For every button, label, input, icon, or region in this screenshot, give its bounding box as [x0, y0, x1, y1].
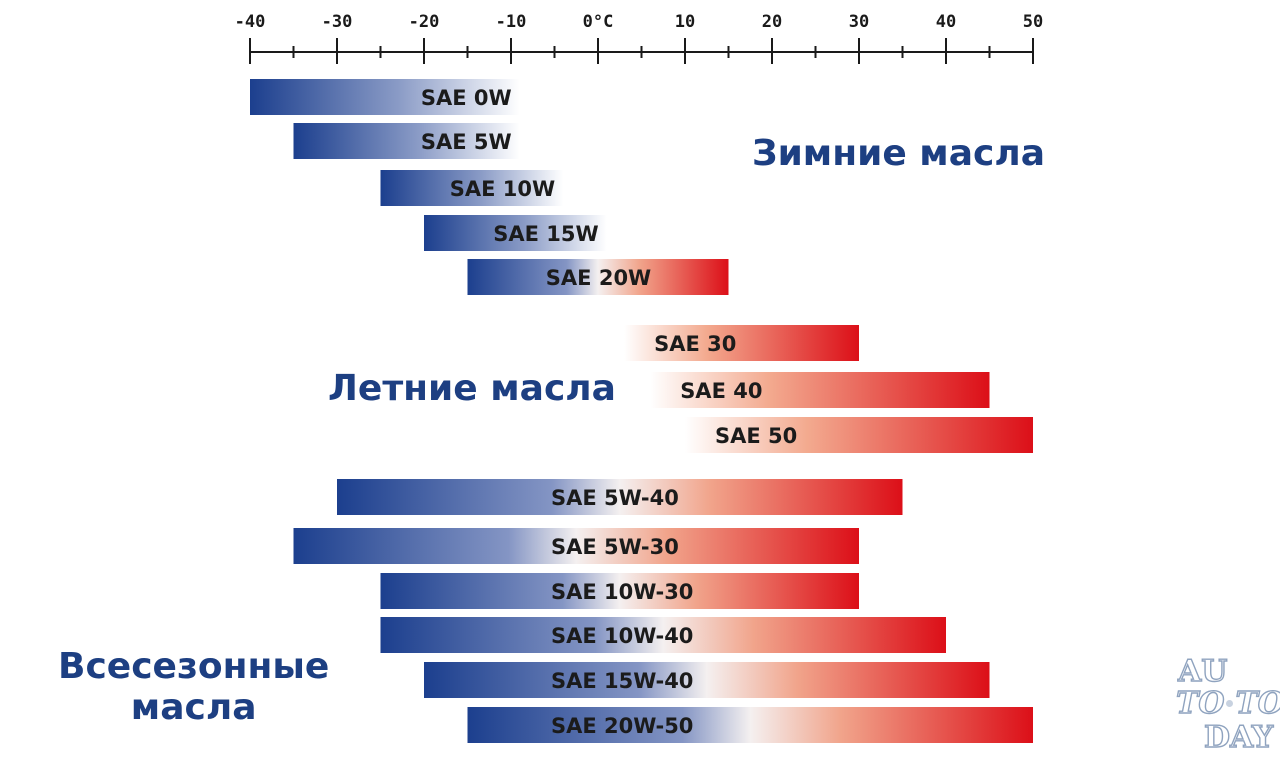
oil-range-bar: [685, 417, 1033, 453]
oil-range-bar: [467, 707, 1033, 743]
oil-range-bar: [424, 215, 607, 251]
axis-tick-label: 40: [936, 12, 956, 32]
watermark-line-1: AU: [1177, 654, 1228, 689]
oil-bar-group: SAE 20W: [467, 259, 729, 295]
oil-bar-label: SAE 40: [680, 379, 762, 403]
oil-bar-label: SAE 0W: [421, 86, 512, 110]
oil-bar-label: SAE 20W-50: [551, 714, 693, 738]
oil-bar-group: SAE 15W-40: [424, 662, 990, 698]
oil-range-bar: [250, 79, 520, 115]
watermark-line-2a: TO: [1175, 686, 1225, 721]
oil-bar-group: SAE 50: [685, 417, 1033, 453]
oil-bar-group: SAE 5W-40: [337, 479, 903, 515]
oil-bar-group: SAE 15W: [424, 215, 607, 251]
oil-bar-group: SAE 10W-30: [380, 573, 859, 609]
oil-range-bar: [293, 528, 859, 564]
watermark-line-2b: TO: [1235, 686, 1280, 721]
watermark-dot-icon: [1226, 699, 1234, 707]
group-label-all-season-line-2: масла: [130, 687, 257, 729]
watermark-line-3: DAY: [1203, 720, 1274, 755]
oil-range-bar: [293, 123, 520, 159]
group-label-summer: Летние масла: [328, 368, 616, 409]
autotoday-watermark-logo: AU TO TO DAY: [1170, 654, 1280, 756]
oil-range-bar: [424, 662, 990, 698]
oil-range-bar: [650, 372, 990, 408]
oil-range-bar: [380, 573, 859, 609]
oil-bar-group: SAE 20W-50: [467, 707, 1033, 743]
oil-bar-label: SAE 10W-30: [551, 580, 693, 604]
oil-bar-label: SAE 5W-30: [551, 535, 679, 559]
temperature-axis: -40 -30 -20 -10 0°C 10 20 30 40 50: [235, 12, 1043, 64]
oil-bar-label: SAE 20W: [546, 266, 651, 290]
oil-bar-group: SAE 30: [624, 325, 859, 361]
axis-tick-label: 50: [1023, 12, 1043, 32]
oil-bar-label: SAE 30: [654, 332, 736, 356]
oil-range-bar: [380, 170, 564, 206]
axis-tick-label: 20: [762, 12, 782, 32]
axis-tick-label: 30: [849, 12, 869, 32]
oil-bar-group: SAE 40: [650, 372, 990, 408]
axis-tick-label: -30: [322, 12, 353, 32]
axis-tick-label: -40: [235, 12, 266, 32]
oil-bar-group: SAE 5W-30: [293, 528, 859, 564]
oil-bar-label: SAE 10W-40: [551, 624, 693, 648]
oil-bar-label: SAE 5W: [421, 130, 512, 154]
oil-range-bar: [467, 259, 729, 295]
group-label-winter: Зимние масла: [752, 133, 1045, 174]
oil-bar-label: SAE 10W: [450, 177, 555, 201]
oil-bar-label: SAE 5W-40: [551, 486, 679, 510]
oil-bar-group: SAE 0W: [250, 79, 520, 115]
oil-bar-group: SAE 10W-40: [380, 617, 946, 653]
axis-tick-label: 0°C: [583, 12, 614, 32]
oil-bar-label: SAE 50: [715, 424, 797, 448]
oil-range-bar: [337, 479, 903, 515]
oil-bar-label: SAE 15W: [493, 222, 598, 246]
oil-bar-group: SAE 5W: [293, 123, 520, 159]
oil-bar-label: SAE 15W-40: [551, 669, 693, 693]
group-label-all-season-line-1: Всесезонные: [58, 646, 330, 687]
axis-tick-label: -20: [409, 12, 440, 32]
oil-range-bar: [380, 617, 946, 653]
watermark-line-2: TO TO: [1175, 686, 1280, 721]
axis-tick-label: 10: [675, 12, 695, 32]
bars-layer: SAE 0W SAE 5W SAE 10W SAE 15W SAE 20W SAE 30 S…: [250, 79, 1033, 743]
oil-range-bar: [624, 325, 859, 361]
group-label-all-season: Всесезонные масла: [58, 646, 329, 729]
axis-tick-label: -10: [496, 12, 527, 32]
oil-bar-group: SAE 10W: [380, 170, 564, 206]
